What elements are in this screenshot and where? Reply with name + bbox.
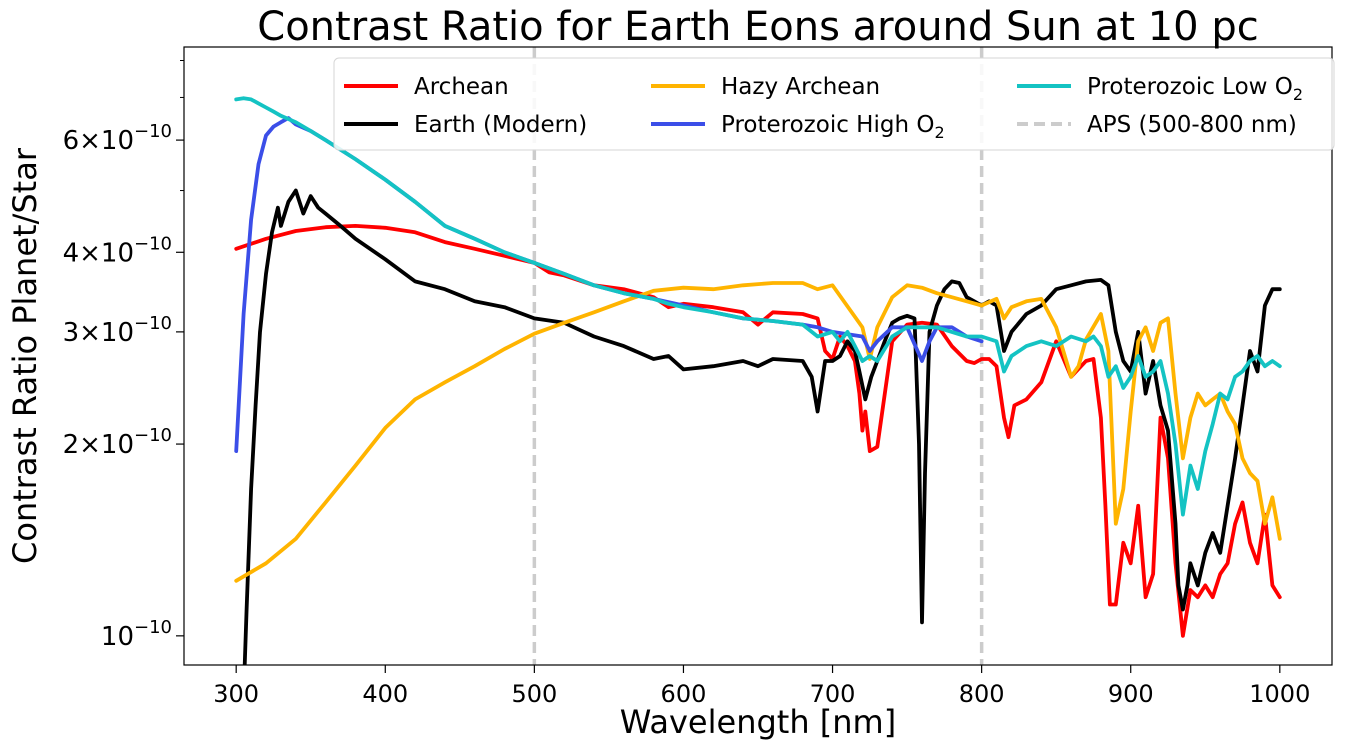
x-tick-label: 700 [810,680,856,708]
x-tick-label: 1000 [1249,680,1310,708]
plot-frame [183,46,1333,666]
legend-label-proterozoic-high-o2: Proterozoic High O2 [721,112,945,142]
y-tick-label: 4×10−10 [63,233,172,268]
series-line-archean [234,223,1282,638]
y-tick-label: 10−10 [101,617,172,652]
x-axis-label: Wavelength [nm] [620,703,896,741]
y-axis-label: Contrast Ratio Planet/Star [6,147,44,564]
x-tick-label: 400 [362,680,408,708]
series-line-proterozoic-low-o2 [234,96,1282,517]
y-axis: 10−10 2×10−10 3×10−10 4×10−10 6×10−10 [63,59,184,652]
legend-label-archean: Archean [414,74,509,100]
y-tick-label: 6×10−10 [63,121,172,156]
legend-label-hazy-archean: Hazy Archean [721,74,880,100]
x-tick-label: 900 [1108,680,1154,708]
x-tick-label: 600 [661,680,707,708]
legend: Archean Earth (Modern) Hazy Archean Protero… [333,57,1335,151]
x-axis: 300 400 500 600 700 800 900 1000 [213,665,1310,708]
series-lines [234,96,1282,665]
series-line-proterozoic-high-o2 [234,116,984,454]
legend-box [333,57,1335,151]
legend-label-aps-500-800-nm: APS (500-800 nm) [1087,112,1297,138]
y-tick-label: 3×10−10 [63,313,172,348]
legend-label-proterozoic-low-o2: Proterozoic Low O2 [1087,74,1303,104]
chart-title: Contrast Ratio for Earth Eons around Sun… [257,4,1258,50]
y-tick-label: 2×10−10 [63,425,172,460]
x-tick-label: 300 [213,680,259,708]
series-line-earth-modern [242,188,1282,665]
legend-label-earth-modern: Earth (Modern) [414,112,587,138]
x-tick-label: 500 [511,680,557,708]
series-line-hazy-archean [234,281,1282,583]
plot-area [183,46,1333,666]
x-tick-label: 800 [959,680,1005,708]
